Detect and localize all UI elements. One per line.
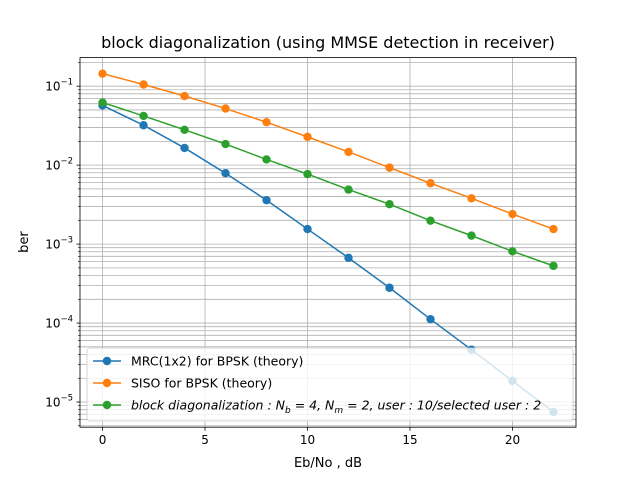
legend-box bbox=[86, 347, 574, 422]
legend: MRC(1x2) for BPSK (theory) SISO for BPSK … bbox=[86, 347, 574, 422]
data-point bbox=[180, 125, 189, 135]
data-point bbox=[426, 179, 435, 188]
data-point bbox=[426, 216, 435, 225]
data-point bbox=[385, 200, 394, 209]
data-point bbox=[549, 224, 558, 234]
data-point bbox=[508, 209, 517, 219]
legend-entry: SISO for BPSK (theory) bbox=[93, 376, 272, 391]
series-2 bbox=[98, 98, 558, 271]
legend-marker bbox=[102, 400, 112, 410]
y-tick-label-base: 10 bbox=[45, 317, 60, 331]
y-tick-label: 10−4 bbox=[45, 315, 73, 331]
plot-frame bbox=[79, 57, 577, 428]
series-1 bbox=[98, 69, 558, 234]
data-point bbox=[303, 132, 312, 142]
series-line bbox=[102, 72, 554, 230]
data-point bbox=[344, 253, 353, 263]
y-tick-label-exponent: −2 bbox=[60, 157, 73, 167]
data-point bbox=[262, 155, 271, 164]
x-axis-label: Eb/No , dB bbox=[294, 456, 362, 471]
legend-label-part: = 4, N bbox=[291, 398, 335, 413]
data-point bbox=[303, 169, 312, 179]
y-tick-label-exponent: −1 bbox=[60, 78, 73, 88]
legend-label: block diagonalization : Nb = 4, Nm = 2, … bbox=[131, 398, 541, 417]
x-tick-label: 5 bbox=[201, 433, 209, 447]
data-point bbox=[139, 80, 148, 89]
data-point bbox=[344, 185, 353, 194]
legend-marker bbox=[102, 356, 112, 366]
y-tick-label: 10−5 bbox=[45, 394, 73, 410]
y-tick-label-base: 10 bbox=[45, 396, 60, 410]
data-point bbox=[467, 194, 476, 203]
legend-label-part: = 2, user : 10/selected user : 2 bbox=[343, 398, 541, 413]
x-tick-label: 0 bbox=[99, 433, 107, 447]
data-point bbox=[549, 261, 558, 271]
data-point bbox=[262, 117, 271, 127]
data-point bbox=[139, 111, 148, 121]
data-point bbox=[385, 283, 394, 292]
data-point bbox=[303, 224, 312, 234]
data-point bbox=[221, 104, 230, 113]
data-point bbox=[344, 147, 353, 157]
chart-title: block diagonalization (using MMSE detect… bbox=[101, 33, 555, 52]
y-tick-label-exponent: −3 bbox=[60, 236, 73, 246]
legend-label: MRC(1x2) for BPSK (theory) bbox=[131, 354, 303, 369]
legend-label-subscript: b bbox=[285, 406, 291, 416]
y-tick-label-exponent: −4 bbox=[60, 315, 73, 325]
legend-entry: block diagonalization : Nb = 4, Nm = 2, … bbox=[93, 398, 541, 417]
y-axis-label: ber bbox=[17, 231, 32, 253]
legend-label: SISO for BPSK (theory) bbox=[131, 376, 272, 391]
data-point bbox=[508, 247, 517, 256]
legend-entry: MRC(1x2) for BPSK (theory) bbox=[93, 354, 303, 369]
data-point bbox=[180, 143, 189, 153]
data-point bbox=[426, 314, 435, 324]
data-point bbox=[221, 169, 230, 178]
data-point bbox=[139, 121, 148, 130]
data-point bbox=[98, 98, 107, 107]
data-point bbox=[385, 163, 394, 172]
y-tick-label-base: 10 bbox=[45, 159, 60, 173]
x-tick-label: 10 bbox=[300, 433, 315, 447]
y-tick-label: 10−1 bbox=[45, 78, 73, 94]
x-tick-label: 15 bbox=[402, 433, 417, 447]
legend-label-subscript: m bbox=[334, 406, 343, 416]
data-point bbox=[221, 139, 230, 149]
y-tick-label: 10−3 bbox=[45, 236, 73, 252]
data-point bbox=[467, 231, 476, 240]
data-point bbox=[180, 91, 189, 101]
y-tick-label-base: 10 bbox=[45, 238, 60, 252]
data-point bbox=[98, 69, 107, 78]
data-point bbox=[262, 195, 271, 205]
legend-label-part: block diagonalization : N bbox=[131, 398, 286, 413]
legend-marker bbox=[102, 378, 112, 388]
series-line bbox=[102, 101, 554, 267]
y-tick-label: 10−2 bbox=[45, 157, 73, 173]
y-tick-label-base: 10 bbox=[45, 80, 60, 94]
y-tick-label-exponent: −5 bbox=[60, 394, 73, 404]
x-tick-label: 20 bbox=[505, 433, 520, 447]
